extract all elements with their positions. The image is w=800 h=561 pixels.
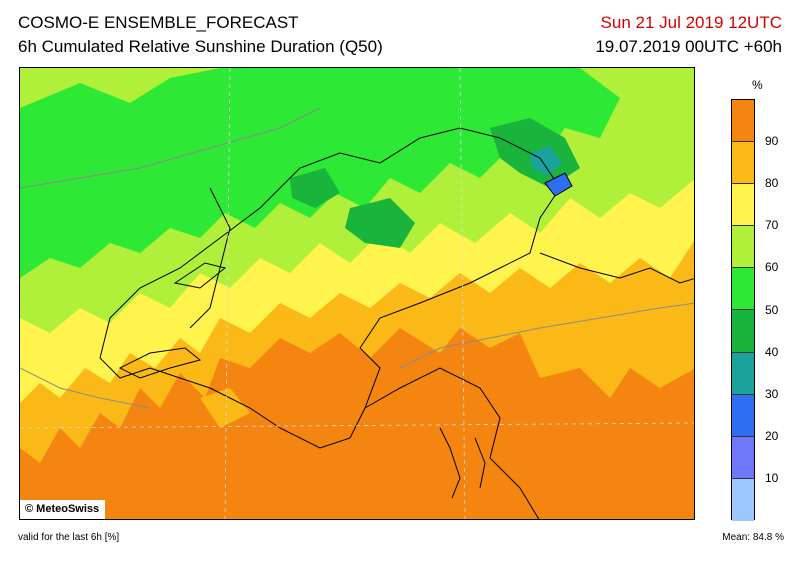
legend-tick-label: 40 — [765, 344, 779, 359]
map-canvas — [20, 68, 694, 519]
river — [20, 107, 321, 189]
run-time: 19.07.2019 00UTC +60h — [595, 37, 782, 56]
legend-tick-label: 10 — [765, 470, 779, 485]
field-30-40 — [530, 146, 562, 176]
legend-swatch — [732, 142, 754, 185]
color-legend — [731, 99, 755, 521]
legend-tick-label: 80 — [765, 176, 779, 191]
field-40-50 — [290, 168, 340, 208]
legend-swatch — [732, 310, 754, 353]
legend-tick-label: 20 — [765, 428, 779, 443]
river — [20, 367, 151, 409]
lake — [173, 262, 227, 289]
legend-swatch — [732, 352, 754, 395]
legend-tick-label: 50 — [765, 302, 779, 317]
country-border — [189, 187, 231, 329]
valid-time: Sun 21 Jul 2019 12UTC — [600, 13, 782, 32]
legend-swatch — [732, 226, 754, 269]
legend-tick-label: 70 — [765, 218, 779, 233]
legend-swatch — [732, 436, 754, 479]
footer-note: valid for the last 6h [%] — [18, 532, 120, 543]
country-border — [539, 252, 694, 284]
country-border — [99, 127, 561, 449]
legend-swatch — [732, 268, 754, 311]
legend-swatch — [732, 394, 754, 437]
field-90-100 — [20, 408, 694, 519]
river — [399, 302, 694, 369]
model-title: COSMO-E ENSEMBLE_FORECAST — [18, 13, 299, 32]
legend-tick-label: 90 — [765, 134, 779, 149]
legend-swatch — [732, 478, 754, 521]
lake — [544, 172, 573, 197]
graticule — [20, 68, 694, 519]
lake — [439, 427, 461, 499]
legend-swatch — [732, 184, 754, 227]
field-80-90 — [580, 308, 650, 368]
credit-badge: © MeteoSwiss — [20, 500, 106, 519]
legend-tick-label: 30 — [765, 386, 779, 401]
lake — [118, 347, 202, 379]
legend-tick-label: 60 — [765, 260, 779, 275]
sunshine-map: © MeteoSwiss — [19, 67, 695, 520]
field-40-50 — [345, 198, 415, 248]
field-80-90 — [200, 388, 250, 428]
legend-unit: % — [752, 78, 763, 92]
legend-swatch — [732, 100, 754, 143]
mean-value: Mean: 84.8 % — [722, 532, 784, 543]
country-border — [364, 367, 540, 519]
lake — [474, 437, 486, 489]
product-title: 6h Cumulated Relative Sunshine Duration … — [18, 37, 383, 56]
